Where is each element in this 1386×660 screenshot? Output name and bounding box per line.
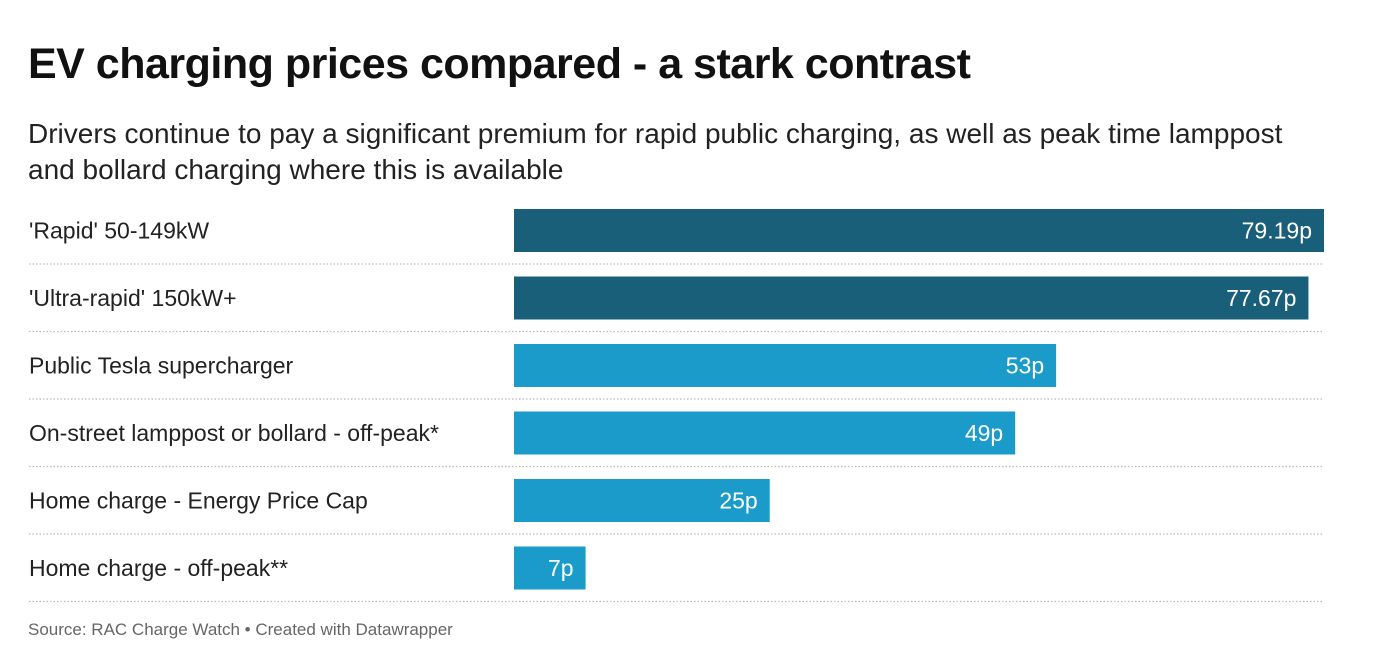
bar <box>514 276 1309 320</box>
bar <box>514 546 586 590</box>
value-label: 25p <box>719 488 757 514</box>
value-label: 7p <box>548 555 574 581</box>
bar <box>514 411 1016 455</box>
category-label: On-street lamppost or bollard - off-peak… <box>29 420 439 446</box>
value-label: 49p <box>965 420 1003 446</box>
category-label: Home charge - off-peak** <box>29 555 288 581</box>
category-label: 'Rapid' 50-149kW <box>29 218 209 244</box>
value-label: 53p <box>1006 353 1044 379</box>
value-label: 79.19p <box>1242 218 1312 244</box>
bar <box>514 479 770 522</box>
chart-title: EV charging prices compared - a stark co… <box>28 40 971 88</box>
chart-source: Source: RAC Charge Watch • Created with … <box>28 620 453 639</box>
bar <box>514 209 1324 252</box>
chart-subtitle: Drivers continue to pay a significant pr… <box>28 118 1283 185</box>
category-label: Public Tesla supercharger <box>29 353 294 379</box>
bar <box>514 344 1057 387</box>
category-label: 'Ultra-rapid' 150kW+ <box>29 285 237 311</box>
category-label: Home charge - Energy Price Cap <box>29 488 368 514</box>
value-label: 77.67p <box>1226 285 1296 311</box>
